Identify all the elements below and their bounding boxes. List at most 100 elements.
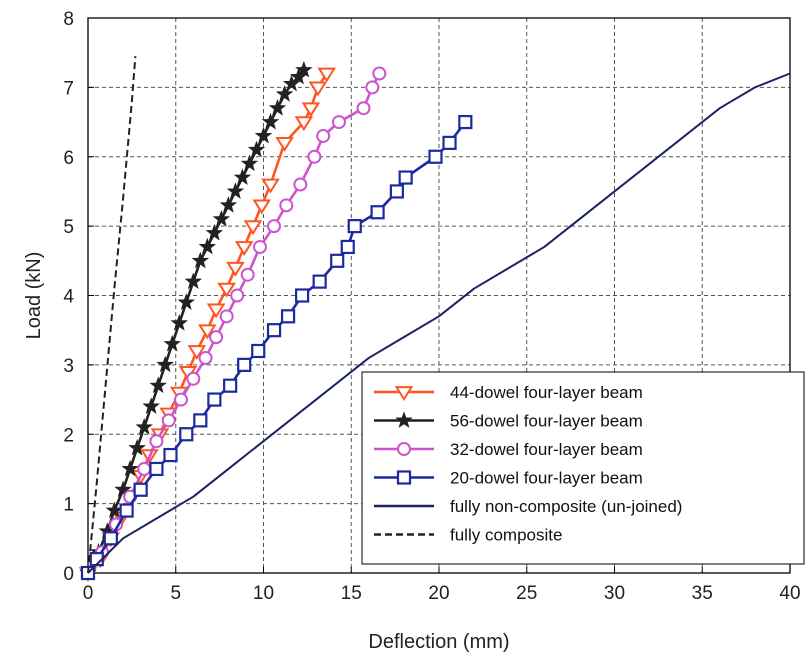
data-point <box>398 170 413 185</box>
data-point <box>217 282 236 298</box>
data-point <box>198 237 217 255</box>
y-tick-label: 4 <box>63 287 74 308</box>
data-point <box>293 177 308 192</box>
series-6 <box>87 56 137 574</box>
data-point <box>207 392 222 407</box>
data-point <box>128 438 146 456</box>
data-point <box>261 112 280 130</box>
legend-label: 56-dowel four-layer beam <box>450 412 643 431</box>
data-point <box>198 324 217 340</box>
data-point <box>223 378 238 393</box>
legend-label: 32-dowel four-layer beam <box>450 440 643 459</box>
data-point <box>184 272 203 290</box>
legend-label: fully non-composite (un-joined) <box>450 497 682 516</box>
data-point <box>149 461 164 477</box>
x-tick-label: 40 <box>779 583 800 604</box>
y-axis-label: Load (kN) <box>23 252 45 340</box>
series-layer <box>78 56 791 583</box>
data-point <box>163 334 181 352</box>
x-tick-label: 0 <box>83 583 94 604</box>
legend-item: 20-dowel four-layer beam <box>374 469 643 488</box>
data-point <box>294 116 314 132</box>
series-2 <box>79 60 313 581</box>
series-line <box>87 56 137 574</box>
data-point <box>295 60 313 78</box>
data-point <box>268 99 287 116</box>
series-4 <box>80 114 473 581</box>
y-tick-label: 8 <box>63 9 74 30</box>
data-point <box>212 210 231 227</box>
data-point <box>237 357 252 372</box>
legend-item: 56-dowel four-layer beam <box>374 411 643 431</box>
data-point <box>234 241 254 256</box>
data-point <box>340 239 355 255</box>
data-point <box>458 114 473 130</box>
data-point <box>161 413 176 428</box>
x-tick-label: 25 <box>516 583 537 604</box>
data-point <box>156 355 174 373</box>
data-point <box>121 459 139 477</box>
legend-box <box>361 371 805 565</box>
data-point <box>267 219 282 234</box>
data-point <box>330 253 345 268</box>
x-tick-label: 20 <box>428 583 449 604</box>
data-point <box>308 81 328 97</box>
legend-item: fully non-composite (un-joined) <box>374 497 682 516</box>
data-point <box>266 323 282 338</box>
data-point <box>137 461 152 476</box>
y-tick-label: 6 <box>63 148 74 169</box>
data-point <box>149 434 164 449</box>
data-point <box>396 470 412 485</box>
data-point <box>280 309 296 324</box>
data-point <box>243 220 263 236</box>
x-axis-label: Deflection (mm) <box>368 631 509 653</box>
series-line <box>87 72 791 574</box>
data-point <box>347 219 362 234</box>
data-point <box>279 198 294 213</box>
x-tick-label: 35 <box>692 583 713 604</box>
legend-item: fully composite <box>374 526 562 545</box>
data-point <box>226 182 245 199</box>
data-point <box>103 531 118 546</box>
data-point <box>191 251 210 269</box>
series-5 <box>87 72 791 574</box>
data-point <box>219 196 238 213</box>
y-tick-label: 7 <box>63 78 74 99</box>
data-point <box>247 140 266 158</box>
data-point <box>230 288 245 303</box>
data-point <box>372 66 387 81</box>
data-point <box>395 411 413 428</box>
data-point <box>312 274 327 289</box>
data-point <box>394 386 414 402</box>
data-point <box>307 149 322 164</box>
data-point <box>240 267 255 282</box>
data-point <box>356 101 371 116</box>
x-tick-label: 10 <box>253 583 274 604</box>
data-point <box>252 239 267 254</box>
legend-label: fully composite <box>450 526 562 545</box>
data-point <box>193 413 208 428</box>
data-point <box>187 345 207 361</box>
y-tick-label: 0 <box>63 564 74 585</box>
x-tick-label: 30 <box>604 583 625 604</box>
data-point <box>133 482 148 497</box>
data-point <box>275 85 294 102</box>
data-point <box>177 293 196 310</box>
y-tick-label: 3 <box>63 356 74 377</box>
legend-label: 44-dowel four-layer beam <box>450 383 643 402</box>
y-tick-label: 2 <box>63 425 74 446</box>
data-point <box>205 223 224 241</box>
data-point <box>317 67 336 83</box>
x-tick-label: 5 <box>170 583 181 604</box>
data-point <box>114 480 132 498</box>
data-point <box>179 427 194 442</box>
data-point <box>174 392 189 407</box>
data-point <box>206 303 226 319</box>
data-point <box>240 154 259 172</box>
data-point <box>295 288 310 303</box>
data-point <box>198 350 213 365</box>
data-point <box>365 80 380 95</box>
data-point <box>428 149 443 164</box>
